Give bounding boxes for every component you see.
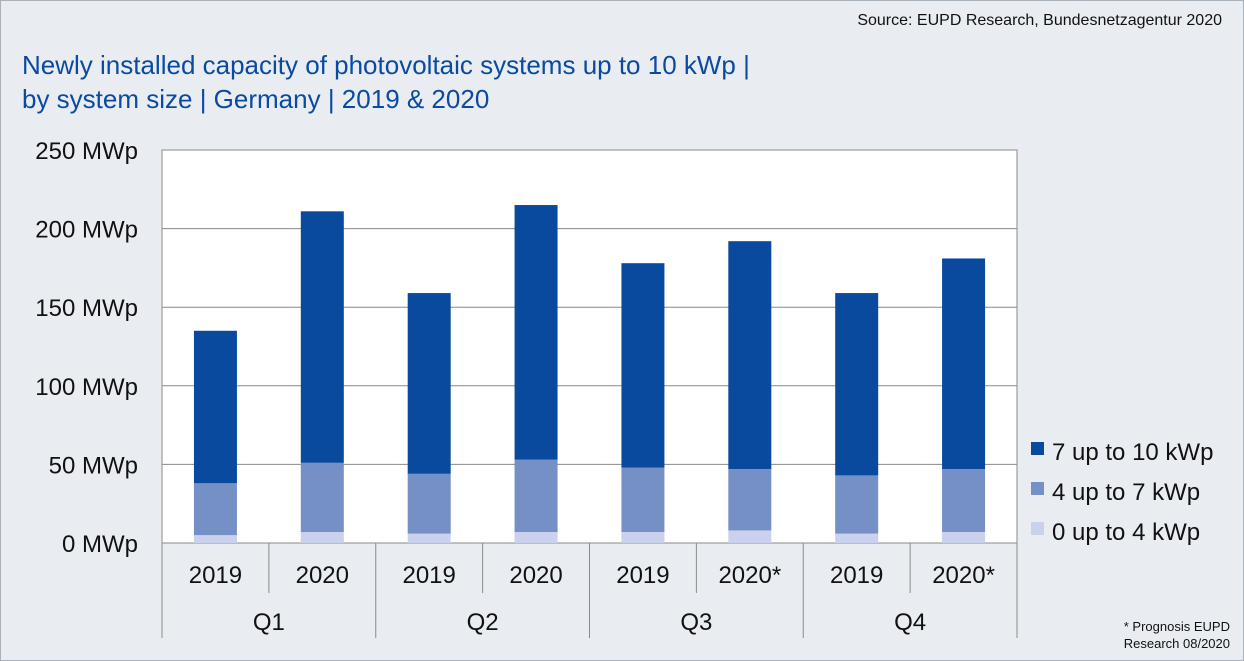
bar-segment-1 xyxy=(621,531,665,543)
plot-area xyxy=(162,150,1017,543)
legend-swatch xyxy=(1031,522,1044,535)
bar-segment-1 xyxy=(835,533,879,543)
prognosis-footnote: * Prognosis EUPD Research 08/2020 xyxy=(1124,618,1230,652)
y-tick-label: 250 MWp xyxy=(35,138,138,165)
legend-label: 4 up to 7 kWp xyxy=(1052,479,1200,506)
bar-segment-3 xyxy=(193,330,237,484)
x-tick-label: 2020* xyxy=(718,562,781,589)
x-group-label: Q3 xyxy=(680,609,712,636)
bar-segment-1 xyxy=(407,533,451,543)
x-group-label: Q4 xyxy=(894,609,926,636)
x-tick-label: 2020* xyxy=(932,562,995,589)
bar-segment-3 xyxy=(407,293,451,474)
y-tick-label: 0 MWp xyxy=(62,531,138,558)
legend-swatch xyxy=(1031,442,1044,455)
bar-segment-1 xyxy=(728,530,772,543)
bar-segment-2 xyxy=(407,473,451,534)
bar-segment-2 xyxy=(835,475,879,534)
chart-title: Newly installed capacity of photovoltaic… xyxy=(22,48,750,116)
chart-title-line-2: by system size | Germany | 2019 & 2020 xyxy=(22,84,490,114)
bar-segment-3 xyxy=(514,205,558,460)
bar-segment-1 xyxy=(300,531,344,543)
y-tick-label: 100 MWp xyxy=(35,374,138,401)
bar-segment-3 xyxy=(621,263,665,468)
bar-segment-2 xyxy=(193,483,237,536)
x-tick-label: 2019 xyxy=(616,562,669,589)
y-tick-label: 50 MWp xyxy=(49,452,138,479)
bar-segment-2 xyxy=(621,467,665,532)
x-group-label: Q2 xyxy=(467,609,499,636)
bar-segment-1 xyxy=(942,531,986,543)
bar-segment-3 xyxy=(835,293,879,476)
y-tick-label: 150 MWp xyxy=(35,295,138,322)
x-tick-label: 2020 xyxy=(296,562,349,589)
x-tick-label: 2019 xyxy=(830,562,883,589)
x-tick-label: 2019 xyxy=(189,562,242,589)
source-note: Source: EUPD Research, Bundesnetzagentur… xyxy=(857,12,1222,29)
bar-segment-2 xyxy=(300,462,344,532)
y-tick-label: 200 MWp xyxy=(35,217,138,244)
x-group-label: Q1 xyxy=(253,609,285,636)
chart-title-line-1: Newly installed capacity of photovoltaic… xyxy=(22,50,750,80)
x-tick-label: 2019 xyxy=(402,562,455,589)
bar-segment-2 xyxy=(514,459,558,532)
footnote-line-2: Research 08/2020 xyxy=(1123,636,1230,651)
footnote-line-1: * Prognosis EUPD xyxy=(1123,619,1230,634)
legend-label: 0 up to 4 kWp xyxy=(1052,519,1200,546)
bar-segment-3 xyxy=(728,241,772,470)
bar-segment-2 xyxy=(942,469,986,532)
bar-segment-2 xyxy=(728,469,772,531)
x-tick-label: 2020 xyxy=(509,562,562,589)
bar-segment-3 xyxy=(300,211,344,463)
legend-swatch xyxy=(1031,482,1044,495)
legend-label: 7 up to 10 kWp xyxy=(1052,439,1213,466)
bar-segment-1 xyxy=(514,531,558,543)
bar-segment-3 xyxy=(942,258,986,470)
bar-segment-1 xyxy=(193,535,237,543)
